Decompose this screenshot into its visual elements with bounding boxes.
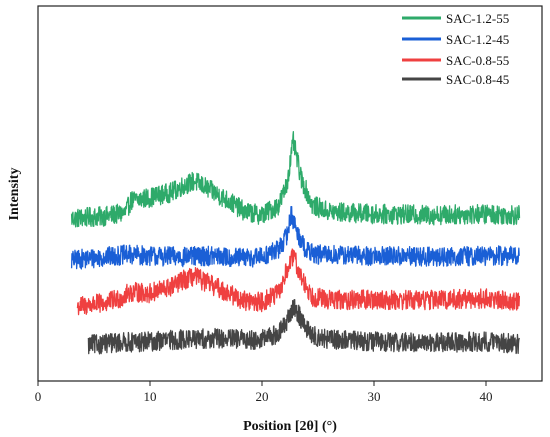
legend: SAC-1.2-55 SAC-1.2-45 SAC-0.8-55 SAC-0.8… <box>402 11 509 87</box>
legend-label-sac-1.2-55: SAC-1.2-55 <box>446 11 509 26</box>
legend-label-sac-0.8-55: SAC-0.8-55 <box>446 53 509 68</box>
series-line-sac-1.2-45 <box>70 205 521 270</box>
series-line-sac-0.8-45 <box>87 299 521 355</box>
series-line-sac-1.2-55 <box>70 130 521 228</box>
x-axis-title: Position [2θ] (°) <box>243 419 337 434</box>
legend-label-sac-0.8-45: SAC-0.8-45 <box>446 72 509 87</box>
x-tick-label: 20 <box>256 389 269 404</box>
x-axis-ticks: 0 10 20 30 40 <box>35 381 493 404</box>
legend-label-sac-1.2-45: SAC-1.2-45 <box>446 32 509 47</box>
x-tick-label: 40 <box>480 389 493 404</box>
series-line-sac-0.8-55 <box>76 248 521 316</box>
x-tick-label: 10 <box>144 389 157 404</box>
x-tick-label: 30 <box>368 389 381 404</box>
plot-frame <box>37 5 543 382</box>
y-axis-title: Intensity <box>7 168 22 221</box>
series-traces <box>70 130 521 355</box>
x-tick-label: 0 <box>35 389 42 404</box>
